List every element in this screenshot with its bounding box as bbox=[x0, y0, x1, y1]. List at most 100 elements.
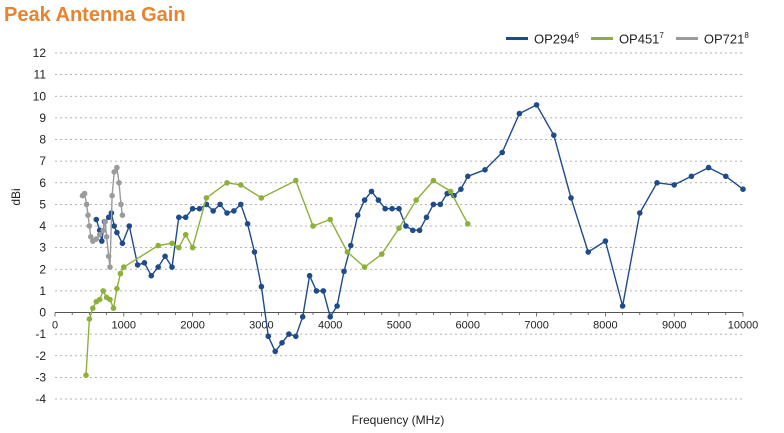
data-point-op294 bbox=[244, 221, 251, 227]
data-point-op294 bbox=[111, 223, 117, 229]
data-point-op294 bbox=[251, 249, 258, 255]
data-point-op451 bbox=[169, 240, 175, 247]
data-point-op451 bbox=[189, 244, 196, 251]
data-point-op294 bbox=[637, 210, 643, 216]
y-tick-label: 5 bbox=[39, 197, 46, 211]
data-point-op294 bbox=[602, 238, 609, 244]
data-point-op451 bbox=[117, 270, 124, 277]
legend-swatch-op294 bbox=[506, 37, 528, 41]
data-point-op721 bbox=[118, 201, 124, 208]
data-point-op294 bbox=[654, 180, 660, 186]
data-point-op451 bbox=[107, 296, 113, 303]
data-point-op294 bbox=[320, 288, 327, 294]
y-tick-label: 6 bbox=[39, 176, 46, 190]
data-point-op294 bbox=[119, 240, 126, 247]
data-point-op294 bbox=[430, 201, 437, 208]
data-point-op451 bbox=[379, 251, 385, 257]
data-point-op294 bbox=[93, 216, 100, 223]
data-point-op721 bbox=[102, 218, 108, 225]
data-point-op721 bbox=[100, 227, 106, 234]
data-point-op721 bbox=[114, 164, 120, 171]
y-tick-label: 12 bbox=[33, 46, 47, 60]
data-point-op451 bbox=[238, 182, 244, 188]
data-point-op294 bbox=[482, 167, 488, 173]
data-point-op451 bbox=[176, 244, 182, 251]
series-layer bbox=[79, 102, 746, 379]
chart-title: Peak Antenna Gain bbox=[4, 4, 186, 26]
data-point-op294 bbox=[272, 348, 279, 355]
data-point-op721 bbox=[111, 169, 117, 175]
data-point-op721 bbox=[83, 201, 90, 208]
legend-swatch-op451 bbox=[590, 37, 613, 41]
data-point-op721 bbox=[109, 192, 115, 199]
y-axis-label: dBi bbox=[9, 188, 23, 205]
data-point-op294 bbox=[375, 197, 382, 203]
data-point-op294 bbox=[134, 262, 141, 268]
data-point-op294 bbox=[458, 186, 464, 192]
data-point-op451 bbox=[182, 231, 189, 238]
data-point-op294 bbox=[169, 264, 175, 270]
legend-item-op451: OP4517 bbox=[590, 31, 664, 47]
data-point-op294 bbox=[313, 288, 320, 294]
x-tick-label: 0 bbox=[52, 320, 58, 332]
data-point-op294 bbox=[403, 223, 409, 229]
data-point-op451 bbox=[86, 316, 93, 322]
legend-label-op721: OP7218 bbox=[703, 31, 749, 47]
x-tick-label: 4000 bbox=[318, 320, 342, 332]
legend-swatch-op721 bbox=[675, 37, 698, 41]
data-point-op721 bbox=[86, 223, 93, 229]
data-point-op451 bbox=[83, 372, 89, 379]
data-point-op721 bbox=[93, 236, 100, 242]
data-point-op721 bbox=[119, 212, 126, 218]
data-point-op294 bbox=[671, 182, 677, 188]
data-point-op451 bbox=[96, 296, 103, 303]
data-point-op721 bbox=[81, 190, 88, 197]
data-point-op451 bbox=[344, 249, 351, 255]
y-tick-label: 4 bbox=[39, 219, 46, 233]
data-point-op451 bbox=[203, 195, 210, 201]
data-point-op294 bbox=[141, 260, 148, 266]
data-point-op451 bbox=[413, 197, 420, 203]
data-point-op294 bbox=[306, 272, 313, 279]
data-point-op294 bbox=[105, 214, 112, 221]
data-point-op294 bbox=[265, 333, 272, 340]
y-tick-label: 7 bbox=[39, 154, 46, 168]
legend-label-op451: OP4517 bbox=[618, 31, 664, 47]
y-tick-label: 2 bbox=[39, 262, 46, 276]
data-point-op721 bbox=[96, 231, 103, 238]
y-tick-label: -2 bbox=[35, 349, 46, 363]
data-point-op294 bbox=[465, 173, 471, 180]
x-tick-label: 9000 bbox=[662, 320, 686, 332]
data-point-op451 bbox=[361, 264, 368, 270]
data-point-op451 bbox=[310, 223, 316, 229]
data-point-op294 bbox=[410, 227, 416, 234]
data-point-op451 bbox=[110, 305, 117, 312]
data-point-op451 bbox=[327, 216, 334, 223]
data-point-op294 bbox=[293, 333, 299, 340]
data-point-op451 bbox=[100, 288, 106, 294]
y-tick-label: 10 bbox=[33, 89, 47, 103]
y-tick-label: 11 bbox=[34, 68, 47, 82]
y-tick-label: -3 bbox=[35, 370, 46, 384]
data-point-op294 bbox=[423, 214, 430, 221]
y-tick-label: -4 bbox=[35, 392, 46, 406]
data-point-op451 bbox=[293, 177, 299, 184]
legend-item-op721: OP7218 bbox=[675, 31, 749, 47]
data-point-op294 bbox=[499, 149, 506, 156]
data-point-op451 bbox=[396, 225, 402, 231]
data-point-op721 bbox=[116, 180, 122, 186]
data-point-op294 bbox=[162, 253, 168, 260]
x-tick-label: 10000 bbox=[728, 320, 759, 332]
series-line-op451 bbox=[85, 179, 469, 376]
data-point-op294 bbox=[182, 214, 189, 221]
data-point-op294 bbox=[341, 268, 347, 275]
data-point-op721 bbox=[88, 234, 94, 240]
y-tick-label: 9 bbox=[39, 111, 46, 125]
legend: OP2946 OP4517 OP7218 bbox=[506, 31, 749, 46]
data-point-op294 bbox=[396, 205, 402, 212]
x-tick-label: 2000 bbox=[180, 320, 204, 332]
data-point-op294 bbox=[437, 201, 444, 208]
x-tick-label: 6000 bbox=[456, 320, 480, 332]
